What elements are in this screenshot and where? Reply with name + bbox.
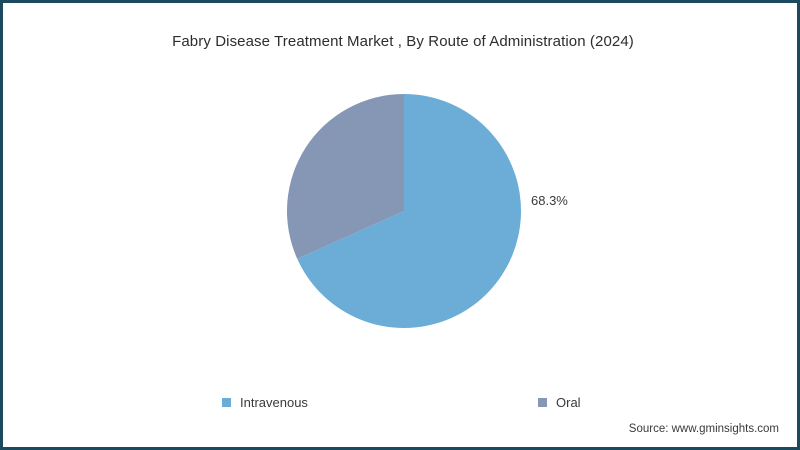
pie-slice-label-intravenous: 68.3% [531, 193, 568, 208]
chart-legend: Intravenous Oral [3, 395, 800, 415]
pie-slice-intravenous[interactable] [297, 94, 521, 328]
legend-swatch-icon [538, 398, 547, 407]
legend-item-oral[interactable]: Oral [538, 395, 581, 410]
pie-slice-oral[interactable] [286, 94, 404, 259]
legend-item-intravenous[interactable]: Intravenous [222, 395, 308, 410]
legend-label-oral: Oral [556, 395, 581, 410]
chart-title: Fabry Disease Treatment Market , By Rout… [172, 33, 634, 50]
legend-swatch-icon [222, 398, 231, 407]
legend-label-intravenous: Intravenous [240, 395, 308, 410]
pie-chart-svg [286, 94, 521, 328]
pie-chart [286, 93, 522, 329]
source-attribution: Source: www.gminsights.com [628, 423, 779, 435]
